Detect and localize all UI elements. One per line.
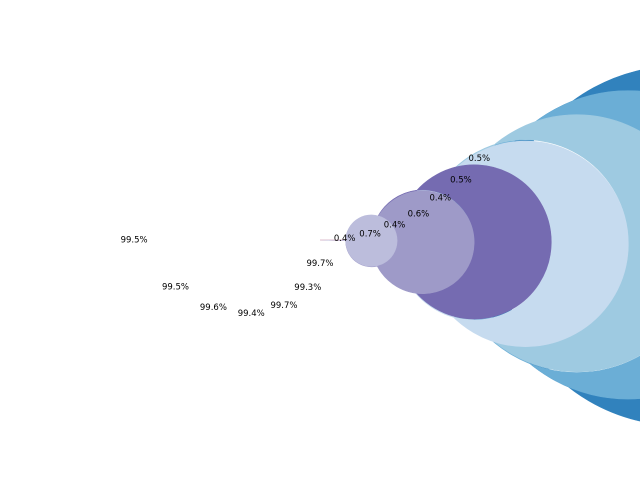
ring-4-label-1: 0.6% xyxy=(408,209,430,219)
ring-5-label-1: 0.4% xyxy=(429,193,451,203)
slice-labels: 0.4% 99.7% 0.7% 99.3% 0.4% 99.7% 0.6% 99.4% 0.4%… xyxy=(121,154,491,319)
ring-3-label-1: 0.4% xyxy=(384,221,406,231)
ring-3-label-2: 99.7% xyxy=(270,301,297,311)
ring-1-slice-2 xyxy=(319,214,398,267)
ring-1-label-1: 0.4% xyxy=(334,234,356,244)
ring-2-label-2: 99.3% xyxy=(294,283,321,293)
ring-slices xyxy=(319,69,640,422)
ring-6-label-2: 99.5% xyxy=(162,282,189,292)
ring-4-label-2: 99.4% xyxy=(238,309,265,319)
ring-5-label-2: 99.6% xyxy=(200,303,227,313)
ring-7-label-2: 99.5% xyxy=(121,236,148,246)
ring-2-label-1: 0.7% xyxy=(359,230,381,240)
ring-6-label-1: 0.5% xyxy=(450,175,472,185)
ring-1-label-2: 99.7% xyxy=(306,259,333,269)
ring-7-label-1: 0.5% xyxy=(468,154,490,164)
